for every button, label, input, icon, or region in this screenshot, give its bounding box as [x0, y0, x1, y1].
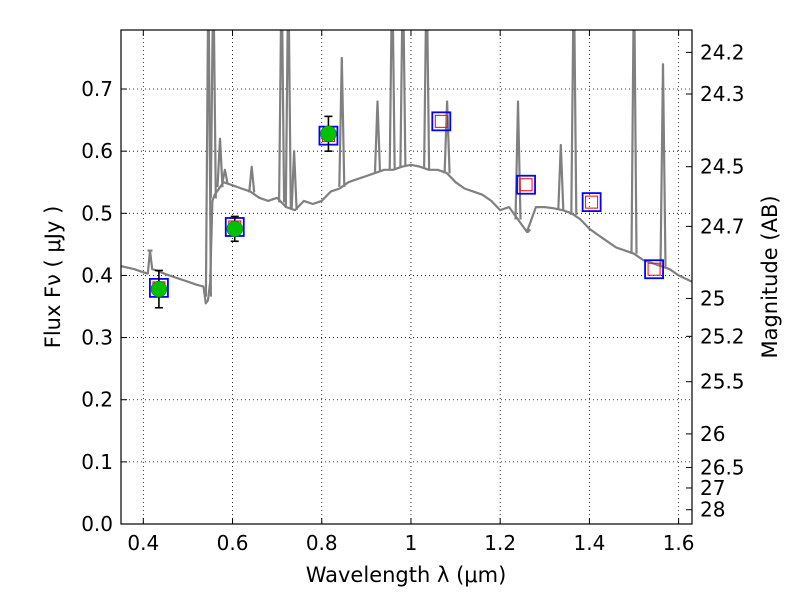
y-tick-label: 0.2	[81, 388, 113, 412]
tick-labels: 0.4 0.6 0.8 1 1.2 1.4 1.6 0.0 0.1 0.2 0.3 0.4 0.5 0.6…	[81, 40, 744, 555]
y2-tick-label: 24.2	[700, 40, 745, 64]
x-tick-label: 1.6	[663, 531, 695, 555]
y-tick-label: 0.7	[81, 77, 113, 101]
emission-line	[443, 100, 451, 174]
model-inner-box	[519, 178, 533, 192]
model-box	[581, 192, 602, 213]
x-tick-label: 1.2	[484, 531, 516, 555]
x-tick-label: 1.4	[573, 531, 605, 555]
observed-point	[150, 280, 168, 298]
model-box	[644, 259, 664, 280]
y2-tick-label: 25.5	[700, 370, 745, 394]
x-tick-label: 0.8	[306, 531, 338, 555]
y-tick-label: 0.1	[81, 450, 113, 474]
emission-line	[423, 30, 431, 170]
emission-line	[570, 30, 578, 215]
emission-line	[659, 63, 667, 267]
model-box	[431, 111, 452, 132]
y2-tick-label: 24.5	[700, 155, 745, 179]
emission-line	[278, 30, 286, 203]
y-tick-label: 0.0	[81, 512, 113, 536]
right-axis-label: Magnitude (AB)	[758, 195, 782, 358]
emission-line	[557, 143, 565, 210]
y2-tick-label: 25	[700, 286, 725, 310]
observed-point	[226, 220, 244, 238]
emission-line	[338, 56, 346, 187]
model-box	[516, 174, 536, 195]
y2-tick-label: 25.2	[700, 324, 745, 348]
observed-point	[320, 125, 337, 143]
model-inner-box	[585, 195, 599, 209]
emission-line	[630, 30, 638, 254]
x-tick-label: 1	[405, 531, 418, 555]
y2-tick-label: 24.7	[700, 214, 745, 238]
emission-line	[209, 30, 217, 199]
emission-line	[399, 30, 407, 167]
y2-tick-label: 26.5	[700, 455, 745, 479]
y2-tick-label: 24.3	[700, 82, 745, 106]
emission-line	[284, 30, 292, 208]
x-tick-label: 0.4	[127, 531, 159, 555]
y-tick-label: 0.6	[81, 139, 113, 163]
plot-frame	[120, 29, 693, 525]
y2-tick-label: 26	[700, 422, 725, 446]
axis-ticks	[121, 30, 692, 525]
emission-line	[373, 100, 382, 173]
emission-line	[524, 228, 532, 233]
emission-line	[290, 150, 298, 210]
emission-line	[216, 137, 224, 188]
y-axis-label: Flux Fν ( μJy )	[41, 206, 65, 349]
model-inner-box	[647, 262, 661, 276]
y2-tick-label: 27	[700, 476, 725, 500]
model-inner-box	[434, 114, 448, 128]
emission-line	[248, 165, 256, 193]
y-tick-label: 0.5	[81, 201, 113, 225]
plot-area	[121, 30, 692, 309]
emission-line	[388, 30, 396, 170]
y-tick-label: 0.3	[81, 326, 113, 350]
sed-model-line	[121, 163, 692, 305]
x-axis-label: Wavelength λ (μm)	[306, 563, 507, 587]
emission-line	[221, 168, 229, 183]
y-tick-label: 0.4	[81, 263, 113, 287]
x-tick-label: 0.6	[217, 531, 249, 555]
y2-tick-label: 28	[700, 498, 725, 522]
